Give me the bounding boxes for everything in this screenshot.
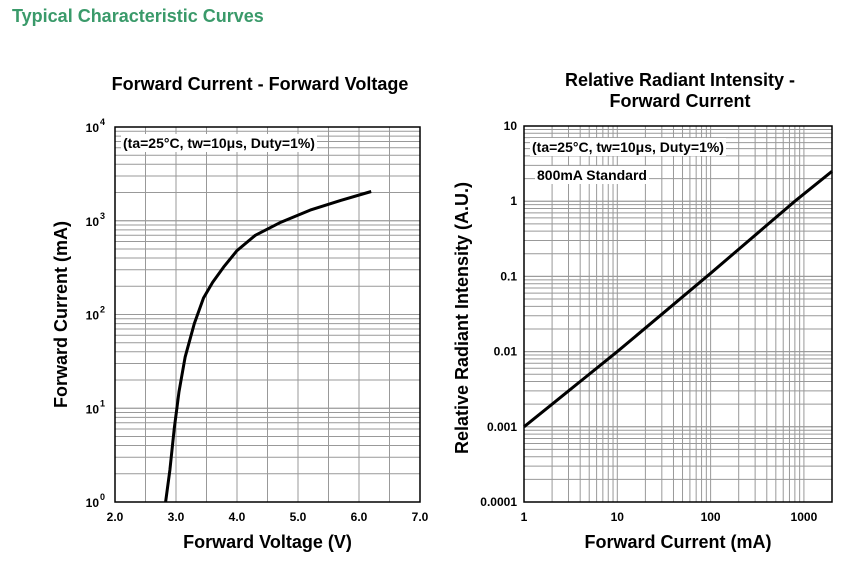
chart1-y-tick-exp: 1: [100, 398, 105, 408]
chart1-y-tick-exp: 3: [100, 211, 105, 221]
chart2-annotation-standard-bg: [535, 166, 649, 184]
chart1-y-tick-label: 10 1: [86, 398, 105, 416]
chart1-x-tick-label: 2.0: [107, 510, 124, 524]
chart2-y-tick-label: 0.001: [487, 420, 517, 434]
chart1-y-axis-label: Forward Current (mA): [51, 221, 71, 408]
chart2-y-axis-label: Relative Radiant Intensity (A.U.): [452, 182, 472, 454]
chart1-x-axis-label: Forward Voltage (V): [183, 532, 352, 552]
chart1-y-tick-label: 10 4: [86, 117, 105, 135]
chart2-x-tick-label: 100: [701, 510, 721, 524]
chart1-frame: [114, 126, 421, 503]
chart2-title: Relative Radiant Intensity - Forward Cur…: [480, 70, 857, 112]
chart1-annotation-bg: [121, 134, 317, 152]
chart1-series-line: [164, 190, 372, 503]
chart1-annotation: (ta=25°C, tw=10μs, Duty=1%): [123, 135, 315, 151]
chart2-title-line1: Relative Radiant Intensity -: [564, 70, 796, 90]
page-heading: Typical Characteristic Curves: [12, 6, 264, 26]
chart1-y-tick-label: 10 3: [86, 211, 105, 229]
chart1-y-tick-label: 10 2: [86, 305, 105, 323]
chart1-title: Forward Current - Forward Voltage: [111, 74, 409, 94]
chart2-grid: [523, 125, 833, 503]
chart2-y-tick-label: 10: [504, 119, 518, 133]
chart2-annotation: (ta=25°C, tw=10μs, Duty=1%): [532, 139, 724, 155]
chart2-y-tick-label: 0.0001: [480, 495, 517, 509]
chart1-y-tick-base: 10: [86, 309, 100, 323]
chart2-annotation-bg: [530, 138, 726, 156]
chart1-y-tick-label: 10 0: [86, 492, 105, 510]
chart1-x-tick-label: 6.0: [351, 510, 368, 524]
chart2-plot-area: [524, 126, 832, 502]
chart1-y-tick-exp: 0: [100, 492, 105, 502]
chart2-x-tick-label: 1000: [791, 510, 818, 524]
chart1-y-tick-base: 10: [86, 121, 100, 135]
chart2-y-tick-label: 1: [510, 194, 517, 208]
chart2-x-tick-label: 10: [611, 510, 625, 524]
chart2-annotation-standard: 800mA Standard: [537, 167, 647, 183]
chart1-y-tick-base: 10: [86, 496, 100, 510]
chart1-x-tick-label: 5.0: [290, 510, 307, 524]
chart1-x-tick-label: 4.0: [229, 510, 246, 524]
chart2-title-line2: Forward Current: [609, 91, 751, 111]
chart1-y-tick-exp: 4: [100, 117, 105, 127]
chart1-x-tick-label: 3.0: [168, 510, 185, 524]
chart2-x-tick-label: 1: [521, 510, 528, 524]
chart2-series-line: [523, 170, 833, 428]
chart1-x-tick-label: 7.0: [412, 510, 429, 524]
chart1-y-tick-base: 10: [86, 402, 100, 416]
chart2-frame: [523, 125, 833, 503]
chart1-y-tick-base: 10: [86, 215, 100, 229]
chart2-y-tick-label: 0.1: [500, 269, 517, 283]
chart2-x-axis-label: Forward Current (mA): [584, 532, 771, 552]
chart1-y-tick-exp: 2: [100, 305, 105, 315]
chart2-y-tick-label: 0.01: [494, 345, 518, 359]
